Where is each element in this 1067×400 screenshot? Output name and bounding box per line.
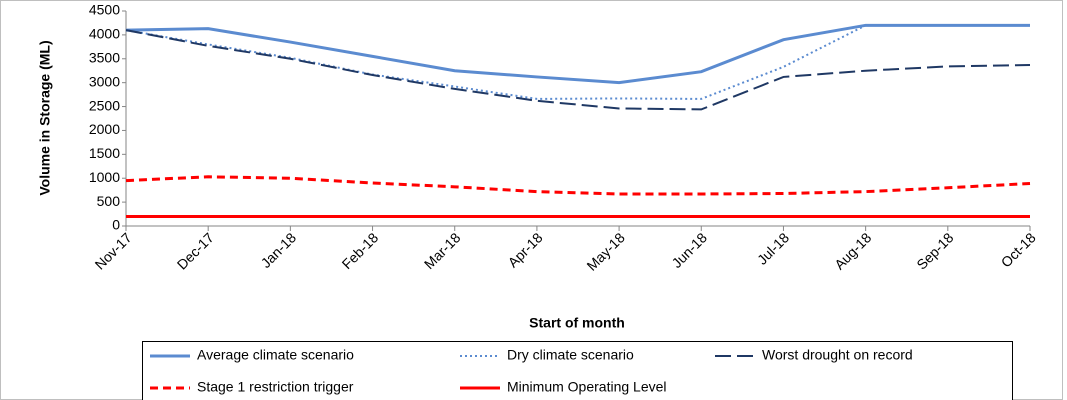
y-tick-label: 4000	[89, 26, 120, 42]
y-tick-label: 1500	[89, 145, 120, 161]
y-tick-label: 3000	[89, 73, 120, 89]
y-tick-label: 2000	[89, 121, 120, 137]
legend-label: Minimum Operating Level	[507, 379, 667, 395]
series-line	[125, 24, 1030, 100]
legend-label: Worst drought on record	[762, 347, 913, 363]
y-tick-label: 2500	[89, 97, 120, 113]
legend-label: Dry climate scenario	[507, 347, 634, 363]
y-tick-label: 3500	[89, 49, 120, 65]
legend-box	[142, 341, 1013, 400]
x-axis-title: Start of month	[529, 315, 625, 331]
legend-label: Average climate scenario	[197, 347, 354, 363]
y-tick-label: 0	[112, 217, 120, 233]
series-line	[125, 175, 1031, 196]
y-axis-title: Volume in Storage (ML)	[37, 40, 53, 195]
y-tick-label: 1000	[89, 169, 120, 185]
legend-label: Stage 1 restriction trigger	[197, 379, 354, 395]
y-tick-label: 500	[97, 193, 121, 209]
y-tick-label: 4500	[89, 2, 120, 18]
